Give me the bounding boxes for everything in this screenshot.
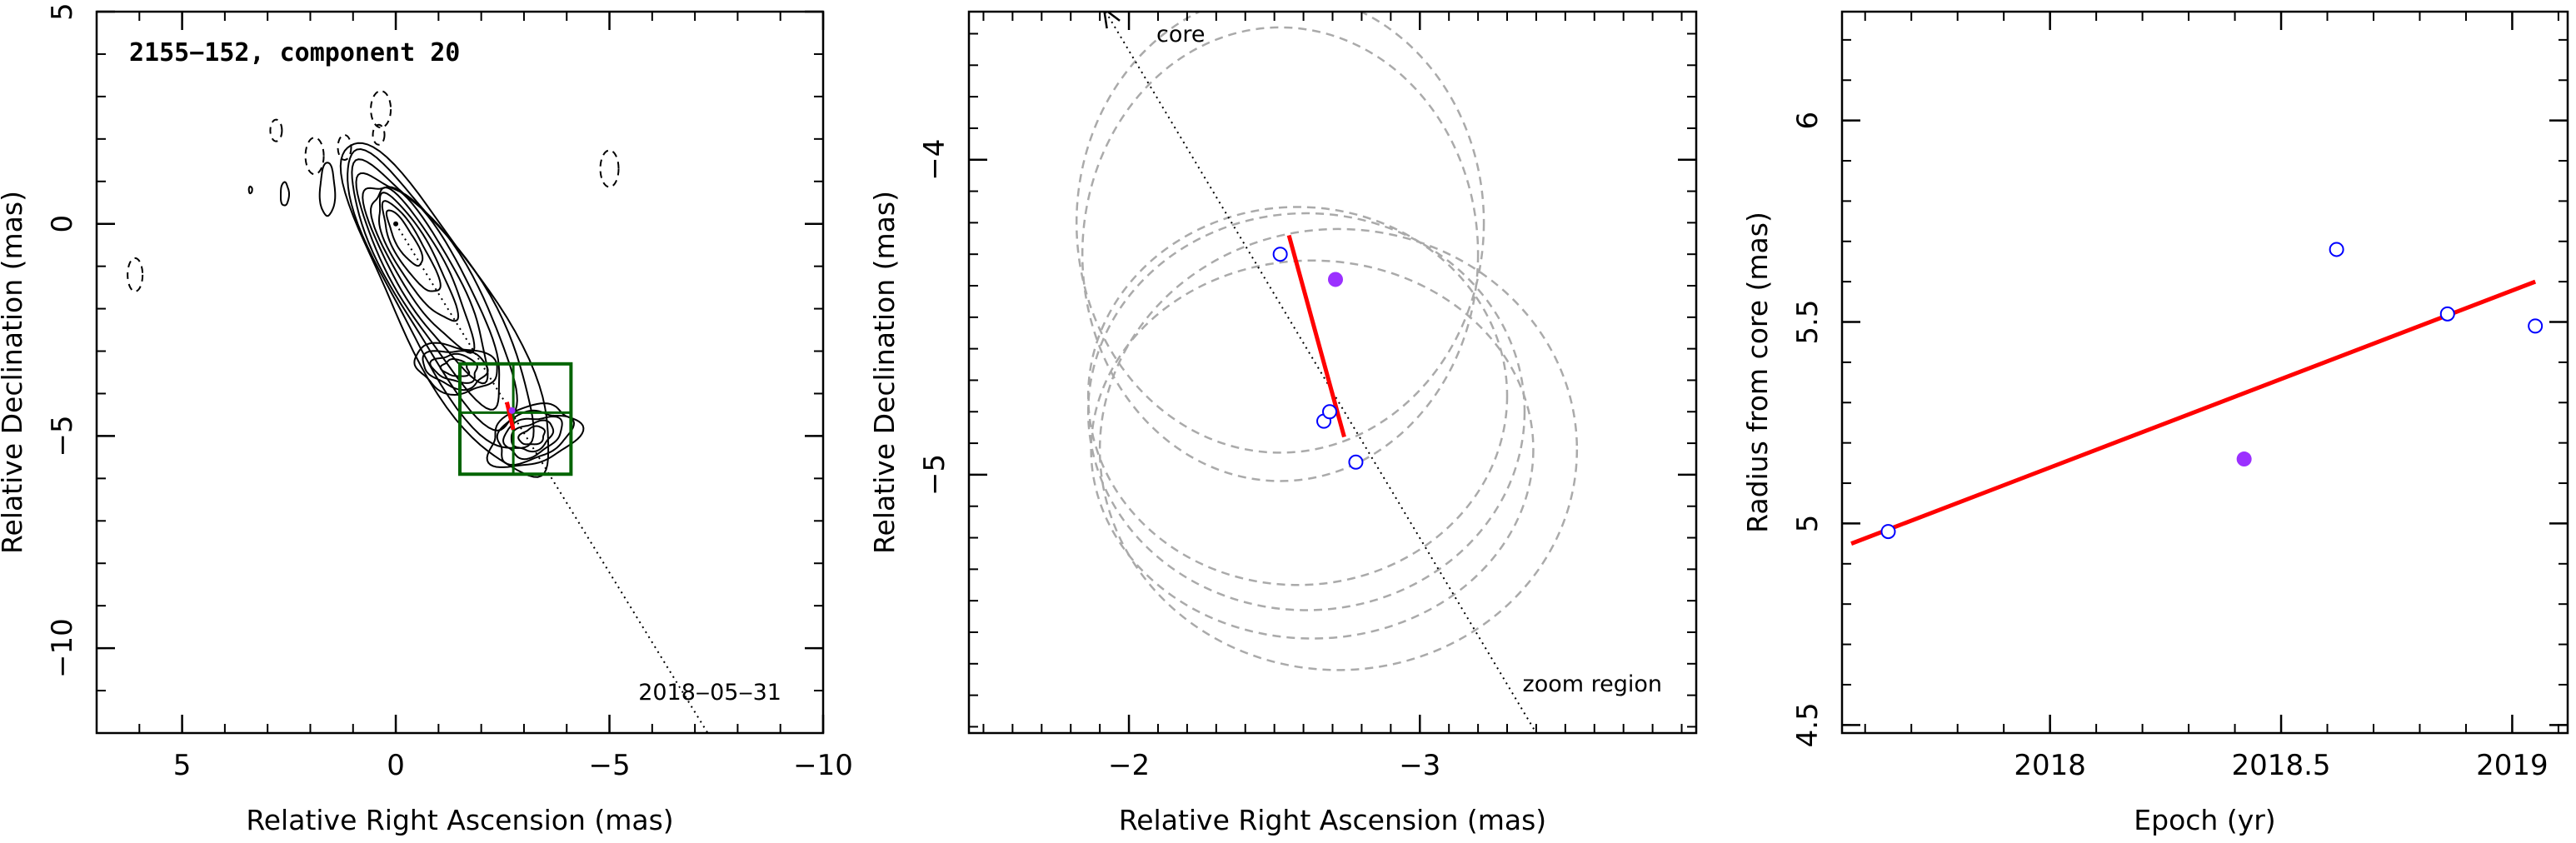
contour-map [127, 90, 709, 733]
beam-ellipse [1090, 259, 1535, 640]
fit-line [504, 402, 516, 431]
negative-contour [370, 90, 392, 129]
x-tick-label: 0 [387, 749, 405, 782]
contour-line [370, 186, 476, 354]
beam-ellipse [1081, 26, 1480, 482]
position-marker-open [1272, 247, 1288, 262]
negative-contour [599, 149, 620, 188]
radius-marker-open [2528, 318, 2544, 334]
y-axis-label: Relative Declination (mas) [0, 191, 28, 554]
contour-line [517, 425, 547, 446]
y-tick-label: −10 [46, 618, 79, 678]
x-tick-label: 2018 [2014, 749, 2086, 782]
core-arrowhead [1103, 12, 1121, 29]
y-tick-label: −5 [918, 454, 951, 496]
chart-title: 2155−152, component 20 [129, 38, 460, 67]
negative-contour [304, 137, 325, 176]
y-tick-label: 6 [1791, 112, 1825, 130]
negative-contour [337, 134, 352, 162]
plot-frame [967, 10, 1698, 735]
epoch-annotation: 2018‒05‒31 [638, 680, 781, 706]
y-tick-label: −5 [46, 415, 79, 456]
beam-ellipse [1098, 227, 1579, 671]
plot-frame [95, 10, 825, 735]
contour-line [381, 200, 442, 292]
negative-contour [269, 118, 283, 142]
radius-panel [1850, 242, 2544, 546]
core-peak [393, 221, 399, 227]
panel-2-axes: −2 −3 −4 −5 Relative Right Ascension (mas) Re… [868, 10, 1698, 836]
contour-line [502, 415, 563, 461]
beam-ellipse [1086, 212, 1526, 611]
plot-frame [1840, 10, 2569, 735]
x-tick-label: −2 [1108, 749, 1150, 782]
negative-contour [127, 257, 144, 292]
contour-line [385, 209, 424, 267]
position-marker-open [1322, 404, 1338, 420]
contour-line [429, 352, 478, 384]
contour-line [486, 402, 585, 468]
y-tick-label: −4 [918, 139, 951, 181]
panel-1-axes: 5 0 −5 −10 5 0 −5 −10 Relative Right Ascension (… [0, 2, 853, 836]
contour-island [247, 185, 253, 195]
x-tick-label: −5 [588, 749, 630, 782]
x-tick-label: −10 [793, 749, 853, 782]
x-tick-label: 5 [173, 749, 192, 782]
direction-label: core [1156, 22, 1205, 47]
y-tick-label: 5 [1791, 515, 1825, 533]
y-axis-label: Relative Declination (mas) [868, 191, 901, 554]
radius-marker-open [2329, 242, 2344, 257]
contour-island [280, 181, 290, 207]
negative-contour [372, 123, 386, 146]
fit-line [1850, 279, 2537, 546]
zoom-panel [1076, 12, 1579, 733]
radius-marker-filled [2236, 451, 2252, 467]
y-tick-label: 0 [46, 215, 79, 233]
y-tick-label: 4.5 [1791, 702, 1825, 747]
region-label: zoom region [1523, 671, 1662, 697]
y-tick-label: 5.5 [1791, 299, 1825, 344]
position-marker-filled [1327, 272, 1343, 287]
x-axis-label: Epoch (yr) [2134, 804, 2275, 836]
position-marker-open [1348, 454, 1364, 470]
x-tick-label: −3 [1399, 749, 1440, 782]
fit-line [1286, 234, 1346, 438]
contour-line [362, 186, 489, 385]
contour-island [318, 162, 337, 217]
contour-line [422, 350, 489, 392]
beam-ellipse [1076, 12, 1485, 454]
contour-line [351, 158, 518, 431]
contour-line [339, 142, 550, 478]
radius-marker-open [1880, 524, 1896, 540]
y-tick-label: 5 [46, 2, 79, 21]
y-axis-label: Radius from core (mas) [1741, 212, 1774, 533]
x-tick-label: 2018.5 [2232, 749, 2331, 782]
direction-line [395, 223, 709, 733]
zoom-box [458, 362, 573, 476]
x-axis-label: Relative Right Ascension (mas) [246, 804, 673, 836]
x-axis-label: Relative Right Ascension (mas) [1119, 804, 1546, 836]
x-tick-label: 2019 [2476, 749, 2549, 782]
contour-line [413, 342, 498, 397]
contour-line [377, 192, 460, 322]
panel-3-axes: 2018 2018.5 2019 4.5 5 5.5 6 Epoch (yr) Radius f… [1741, 10, 2569, 836]
direction-line [1105, 12, 1537, 733]
radius-marker-open [2439, 306, 2455, 322]
filled-marker [508, 407, 516, 414]
